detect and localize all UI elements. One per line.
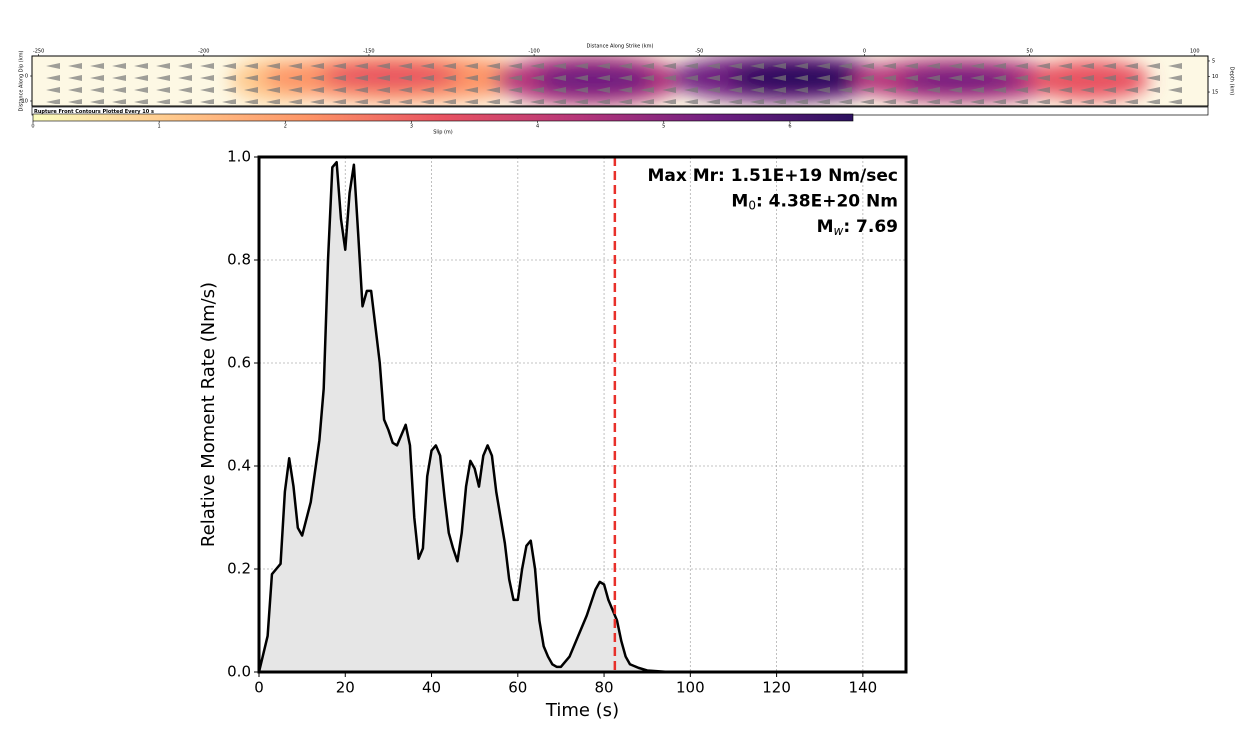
x-axis-label: Distance Along Strike (km) <box>587 44 654 50</box>
colorbar <box>32 113 854 122</box>
annotation-part: : 4.38E+20 Nm <box>756 192 898 212</box>
x-tick-label: 50 <box>1026 49 1032 55</box>
x-tick-label: -250 <box>33 49 44 55</box>
x-tick-label: 0 <box>254 679 264 697</box>
colorbar-label: Slip (m) <box>433 130 453 136</box>
x-tick-label: 80 <box>595 679 614 697</box>
colorbar-tick-label: 6 <box>788 124 791 130</box>
legend-text: Rupture Front Contours Plotted Every 10 … <box>34 109 154 115</box>
y-tick-label: 0.2 <box>227 560 251 578</box>
colorbar-tick-label: 3 <box>410 124 413 130</box>
annotation: M0: 4.38E+20 Nm <box>731 192 898 213</box>
colorbar-tick-label: 5 <box>662 124 665 130</box>
y-axis-label: Distance Along Dip (km) <box>19 50 25 111</box>
x-tick-label: -50 <box>695 49 703 55</box>
y2-axis-label: Depth (km) <box>1229 67 1235 96</box>
line <box>257 160 906 674</box>
y-tick-label: 0.0 <box>227 663 251 681</box>
y2-tick-label: 15 <box>1212 90 1218 96</box>
x-axis-label: Time (s) <box>545 700 619 721</box>
slip-vectors <box>40 58 1190 104</box>
y-tick-label: 0.6 <box>227 354 251 372</box>
annotation-part: : 7.69 <box>843 217 898 237</box>
y-tick-label: 0.8 <box>227 251 251 269</box>
y-tick-label: 10 <box>22 99 28 105</box>
annotation: Max Mr: 1.51E+19 Nm/sec <box>647 166 898 186</box>
annotation-part: 0 <box>748 198 756 212</box>
y2-tick-label: 10 <box>1212 74 1218 80</box>
annotation: Mw: 7.69 <box>817 217 898 238</box>
colorbar-tick-label: 0 <box>31 124 34 130</box>
x-tick-label: 0 <box>863 49 866 55</box>
x-tick-label: 20 <box>336 679 355 697</box>
colorbar-tick-label: 2 <box>284 124 287 130</box>
y-tick-label: 0.4 <box>227 457 251 475</box>
map-frame <box>31 55 1209 107</box>
x-tick-label: 120 <box>762 679 791 697</box>
annotation-part: M <box>817 217 834 237</box>
x-tick-label: 140 <box>849 679 878 697</box>
annotation-part: Max Mr: 1.51E+19 Nm/sec <box>647 166 898 186</box>
colorbar-tick-label: 1 <box>158 124 161 130</box>
annotation-part: M <box>731 192 748 212</box>
y-tick-label: 0 <box>25 74 28 80</box>
x-tick-label: -200 <box>198 49 209 55</box>
slip-map <box>32 56 1208 106</box>
y-tick-label: 1.0 <box>227 148 251 166</box>
x-tick-label: 100 <box>676 679 705 697</box>
plot-frame <box>257 155 908 674</box>
x-tick-label: -100 <box>528 49 539 55</box>
area <box>259 162 906 672</box>
y-axis-label: Relative Moment Rate (Nm/s) <box>198 282 219 547</box>
colorbar-tick-label: 4 <box>536 124 539 130</box>
annotation-part: w <box>834 224 844 238</box>
x-tick-label: 100 <box>1190 49 1200 55</box>
x-tick-label: 40 <box>422 679 441 697</box>
x-tick-label: 60 <box>508 679 527 697</box>
x-tick-label: -150 <box>363 49 374 55</box>
y2-tick-label: 5 <box>1212 58 1215 64</box>
